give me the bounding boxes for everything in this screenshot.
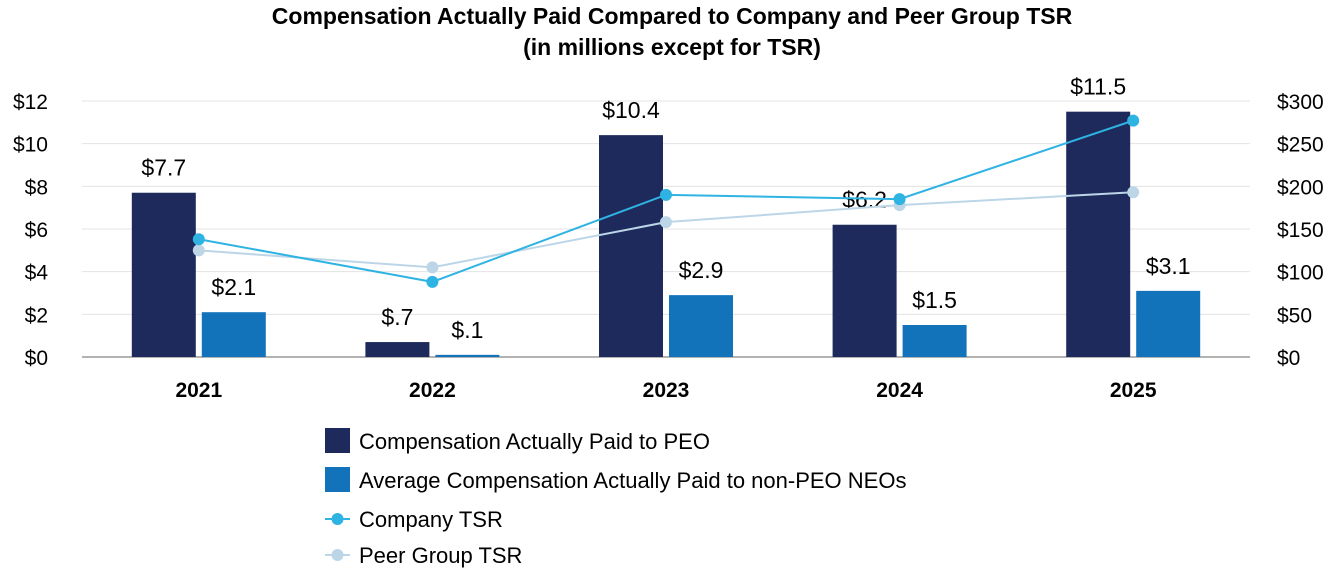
left-tick-label: $0 (25, 347, 48, 370)
line-point (893, 193, 906, 206)
gridlines (82, 100, 1250, 358)
bars: $7.7$2.1$.7 $.1$10.4$2.9$6.2$1.5$11.5$3.1 (131, 74, 1201, 358)
left-tick-label: $8 (25, 176, 48, 199)
legend-label: Compensation Actually Paid to PEO (359, 429, 710, 454)
legend-marker (331, 549, 344, 561)
line-point (660, 188, 672, 201)
data-label: $.1 (451, 317, 483, 343)
bar-neo-2024 (902, 325, 967, 357)
line-point (1127, 186, 1140, 199)
line-peer-group-tsr (198, 191, 1134, 269)
data-label: $2.9 (679, 257, 724, 283)
bar-neo-2021 (201, 312, 266, 357)
bar-peo-2025 (1066, 111, 1131, 358)
right-tick-label: $50 (1277, 304, 1312, 327)
right-tick-label: $300 (1277, 91, 1324, 114)
right-tick-label: $250 (1277, 134, 1324, 157)
line-point (426, 275, 439, 288)
category-label: 2024 (876, 379, 923, 402)
bar-peo-2022 (365, 342, 430, 357)
left-axis: $0 $2 $4 $6 $8 $10 $12 (13, 91, 48, 370)
left-tick-label: $10 (13, 134, 48, 157)
line-point (1127, 114, 1140, 127)
legend-swatch (325, 428, 350, 453)
legend-marker (331, 513, 344, 525)
right-tick-label: $200 (1277, 176, 1324, 199)
data-label: $.7 (381, 304, 413, 330)
category-label: 2022 (409, 379, 456, 402)
left-tick-label: $2 (25, 304, 48, 327)
data-label: $2.1 (211, 274, 256, 300)
right-tick-label: $0 (1277, 347, 1300, 370)
left-tick-label: $6 (25, 219, 48, 242)
left-tick-label: $4 (25, 262, 49, 285)
left-tick-label: $12 (13, 91, 48, 114)
legend-swatch (325, 467, 350, 492)
right-tick-label: $150 (1277, 219, 1324, 242)
data-label: $11.5 (1070, 74, 1126, 100)
data-label: $7.7 (141, 155, 186, 181)
legend-label: Peer Group TSR (359, 543, 522, 568)
chart-title: Compensation Actually Paid Compared to C… (272, 3, 1073, 29)
chart-subtitle: (in millions except for TSR) (523, 34, 821, 60)
bar-neo-2023 (669, 295, 733, 357)
bar-neo-2025 (1136, 290, 1201, 357)
bar-peo-2024 (832, 224, 897, 357)
category-label: 2025 (1110, 379, 1157, 402)
data-label: $1.5 (912, 287, 957, 313)
line-point (426, 261, 439, 274)
line-company-tsr (198, 119, 1134, 283)
bar-neo-2022 (435, 354, 500, 357)
data-label: $10.4 (602, 97, 660, 123)
right-tick-label: $100 (1277, 262, 1324, 285)
legend-label: Company TSR (359, 507, 503, 532)
legend-label: Average Compensation Actually Paid to no… (359, 468, 906, 493)
legend: Compensation Actually Paid to PEO Average… (325, 428, 906, 568)
category-labels: 2021 2022 2023 2024 2025 (175, 379, 1156, 402)
category-label: 2023 (643, 379, 690, 402)
lines (192, 114, 1140, 288)
line-point (660, 216, 672, 229)
category-label: 2021 (175, 379, 222, 402)
line-point (192, 244, 205, 257)
data-label: $3.1 (1146, 253, 1191, 279)
bar-peo-2021 (131, 192, 196, 357)
bar-peo-2023 (599, 135, 663, 357)
line-point (192, 233, 205, 246)
right-axis: $0 $50 $100 $150 $200 $250 $300 (1277, 91, 1324, 370)
